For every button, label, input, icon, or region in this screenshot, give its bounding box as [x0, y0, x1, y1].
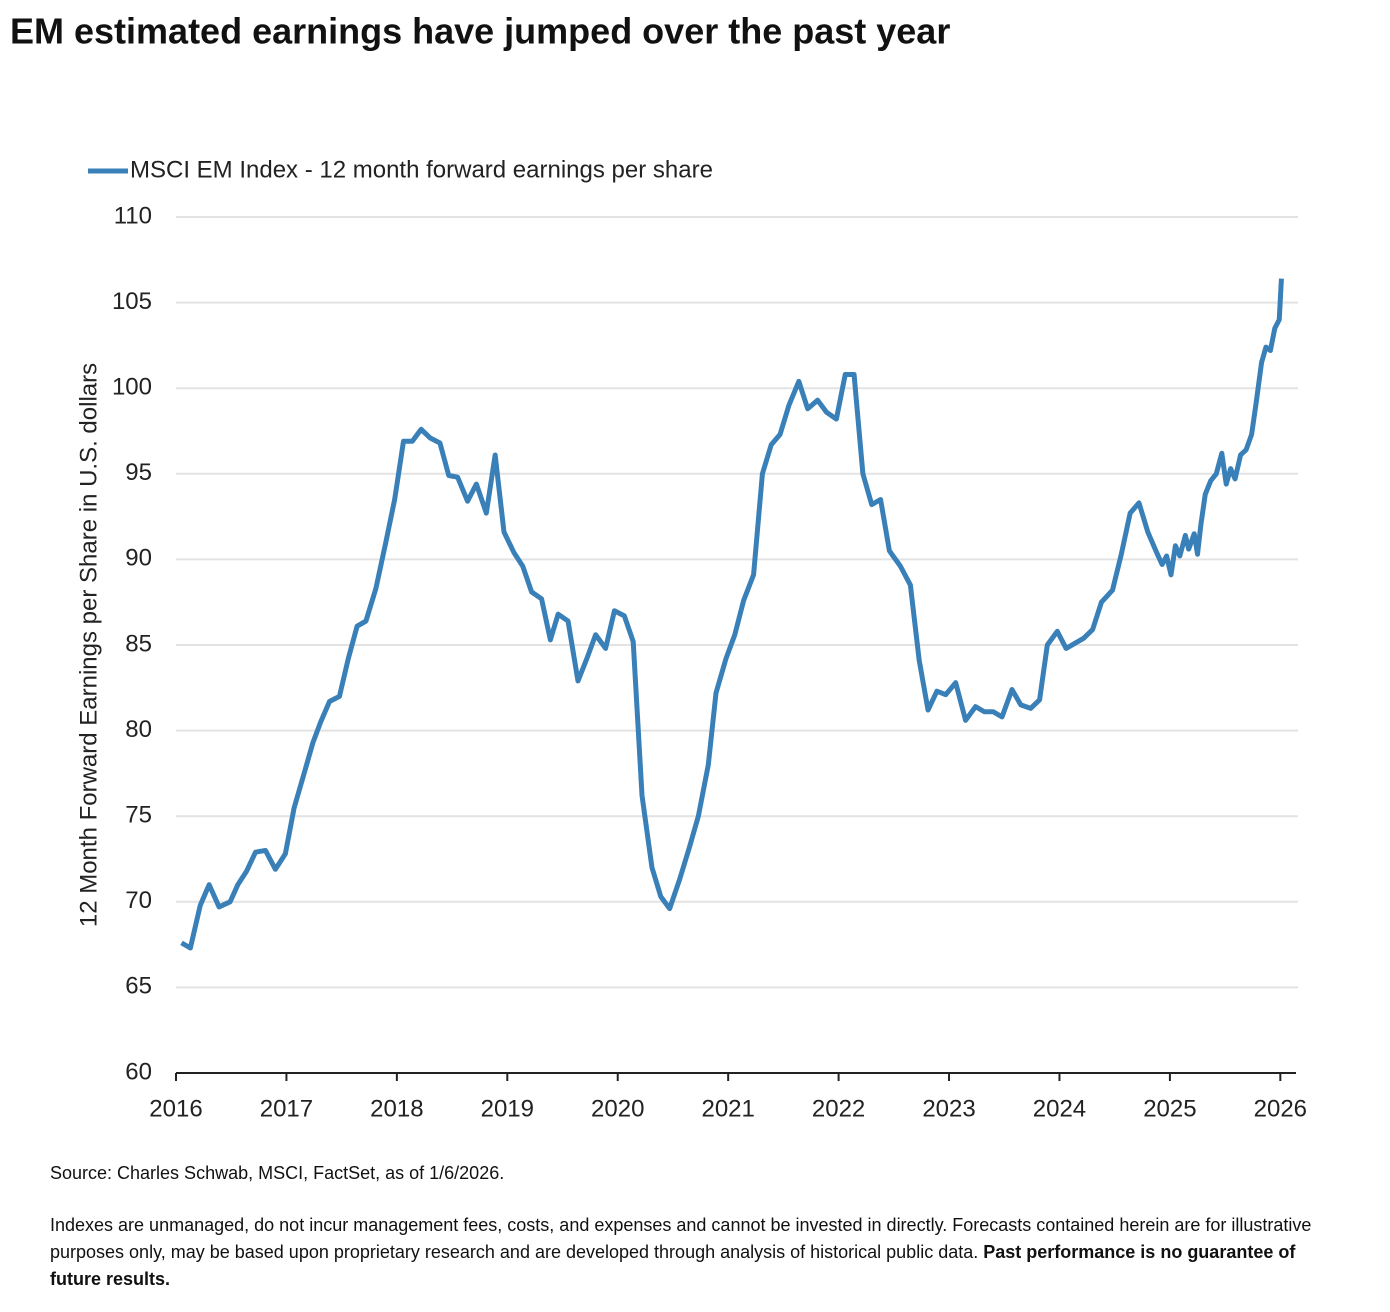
- y-tick-label: 90: [125, 545, 152, 572]
- y-axis-label: 12 Month Forward Earnings per Share in U…: [75, 363, 102, 927]
- disclaimer-text: Indexes are unmanaged, do not incur mana…: [50, 1215, 1312, 1262]
- y-tick-label: 105: [112, 288, 152, 315]
- data-line: [180, 278, 1284, 951]
- disclaimer-bold: Past performance is no guarantee of futu…: [50, 1242, 1296, 1289]
- x-tick-label: 2022: [812, 1095, 865, 1122]
- x-tick-label: 2019: [481, 1095, 534, 1122]
- y-tick-label: 80: [125, 716, 152, 743]
- x-tick-label: 2020: [591, 1095, 644, 1122]
- y-tick-label: 85: [125, 630, 152, 657]
- x-tick-label: 2016: [149, 1095, 202, 1122]
- y-tick-label: 60: [125, 1058, 152, 1085]
- y-tick-label: 65: [125, 973, 152, 1000]
- y-tick-label: 95: [125, 459, 152, 486]
- x-tick-label: 2025: [1143, 1095, 1196, 1122]
- y-tick-label: 100: [112, 374, 152, 401]
- x-tick-label: 2023: [922, 1095, 975, 1122]
- x-tick-label: 2021: [701, 1095, 754, 1122]
- x-tick-label: 2024: [1033, 1095, 1086, 1122]
- source-note: Source: Charles Schwab, MSCI, FactSet, a…: [50, 1163, 505, 1183]
- chart: EM estimated earnings have jumped over t…: [10, 11, 1307, 1123]
- legend-label: MSCI EM Index - 12 month forward earning…: [130, 156, 713, 183]
- y-tick-label: 110: [114, 202, 152, 229]
- y-tick-label: 70: [125, 887, 152, 914]
- chart-title: EM estimated earnings have jumped over t…: [10, 11, 950, 52]
- x-tick-label: 2018: [370, 1095, 423, 1122]
- x-tick-label: 2017: [260, 1095, 313, 1122]
- disclaimer: Indexes are unmanaged, do not incur mana…: [50, 1212, 1340, 1293]
- x-tick-label: 2026: [1254, 1095, 1307, 1122]
- y-tick-label: 75: [125, 802, 152, 829]
